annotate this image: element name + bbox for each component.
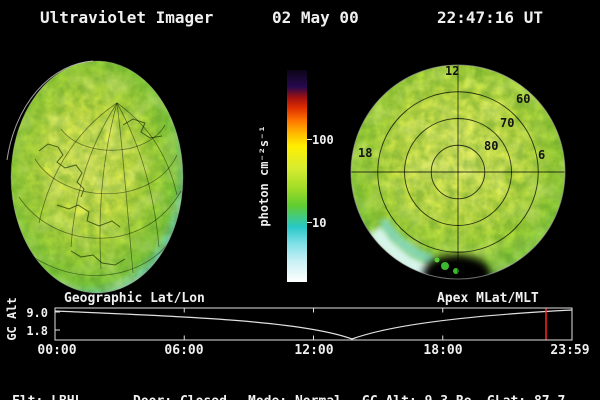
colorbar-label: photon cm⁻²s⁻¹ bbox=[257, 125, 271, 227]
y-axis-title: GC Alt bbox=[5, 297, 19, 341]
header-date: 02 May 00 bbox=[272, 8, 359, 27]
status-col-gcalt: GC Alt: 9.3 Re Seq: 39 bbox=[362, 357, 472, 400]
plot-frame bbox=[54, 307, 573, 341]
apex-aurora-image bbox=[350, 64, 566, 280]
status-door: Door: Closed bbox=[133, 393, 227, 400]
geographic-aurora-image bbox=[6, 60, 184, 294]
x-tick-1200: 12:00 bbox=[294, 343, 334, 358]
mlt-label-12: 12 bbox=[445, 64, 460, 78]
axis-ticks bbox=[55, 308, 444, 340]
mlt-label-18: 18 bbox=[358, 146, 373, 160]
x-tick-0600: 06:00 bbox=[164, 343, 204, 358]
x-tick-0000: 00:00 bbox=[37, 343, 77, 358]
colorbar-tickmark-10 bbox=[307, 222, 312, 223]
status-glat: GLat: 87.7 bbox=[487, 393, 573, 400]
timeline-plot bbox=[54, 307, 573, 341]
colorbar-tickmark-100 bbox=[307, 139, 312, 140]
mlat-label-80: 80 bbox=[484, 139, 499, 153]
timeline-left-title: Geographic Lat/Lon bbox=[64, 291, 205, 306]
x-tick-2359: 23:59 bbox=[550, 343, 590, 358]
colorbar-tick-100: 100 bbox=[312, 133, 334, 147]
x-tick-1800: 18:00 bbox=[423, 343, 463, 358]
colorbar-tick-10: 10 bbox=[312, 216, 327, 230]
mlat-label-70: 70 bbox=[500, 116, 515, 130]
mlat-label-60: 60 bbox=[516, 92, 531, 106]
coastline-overlay bbox=[38, 118, 163, 266]
dayglow-cyan-arc bbox=[378, 217, 435, 265]
aurora-texture bbox=[11, 61, 183, 293]
polar-dial-outline bbox=[350, 64, 566, 280]
globe-outline bbox=[10, 60, 184, 294]
globe-limb-arc bbox=[6, 60, 94, 161]
aurora-patch-dot bbox=[441, 262, 449, 270]
status-gc-alt: GC Alt: 9.3 Re bbox=[362, 393, 472, 400]
status-col-glat: GLat: 87.7 GLon: 278.4 bbox=[487, 357, 573, 400]
aurora-texture-polar bbox=[351, 65, 565, 279]
status-col-mode: Mode: Normal Dsp: 5.2 bbox=[248, 357, 342, 400]
colorbar bbox=[287, 70, 307, 282]
y-tick-label-top: 9.0 bbox=[26, 306, 48, 320]
header-time: 22:47:16 UT bbox=[437, 8, 543, 27]
mlat-mlt-grid bbox=[351, 65, 565, 279]
aurora-patch-dot bbox=[434, 257, 440, 263]
status-col-door: Door: Closed Gain: 13 bbox=[133, 357, 227, 400]
aurora-patch-dot bbox=[453, 268, 459, 274]
mlt-label-6: 6 bbox=[538, 148, 546, 162]
timeline-right-title: Apex MLat/MLT bbox=[437, 291, 539, 306]
latlon-grid-lines bbox=[14, 102, 182, 276]
status-col-flt: Flt: LBHL IP: 36.0 bbox=[12, 357, 82, 400]
y-tick-label-bottom: 1.8 bbox=[26, 324, 48, 338]
orbit-altitude-curve bbox=[54, 309, 573, 340]
status-flt: Flt: LBHL bbox=[12, 393, 82, 400]
midnight-dark-notch bbox=[423, 255, 491, 279]
status-mode: Mode: Normal bbox=[248, 393, 342, 400]
app-title: Ultraviolet Imager bbox=[40, 8, 214, 27]
